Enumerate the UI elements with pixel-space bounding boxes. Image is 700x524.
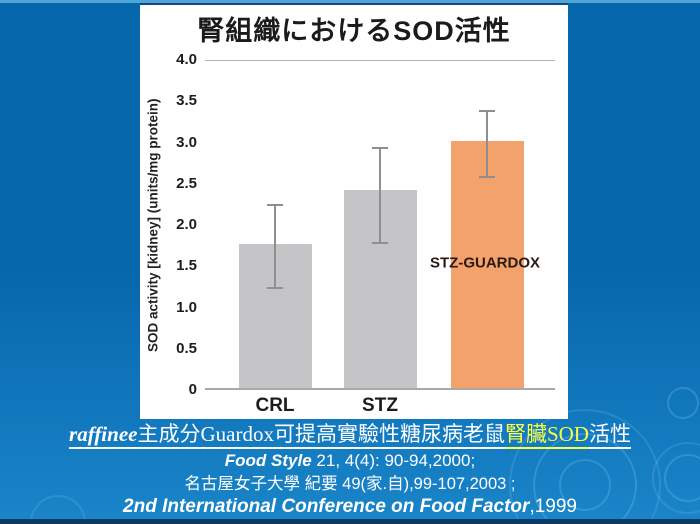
caption-highlight-text: 腎臟SOD <box>504 422 589 449</box>
chart-card: 腎組織におけるSOD活性 SOD activity [kidney] (unit… <box>140 2 568 419</box>
y-tick-label: 4.0 <box>176 51 197 68</box>
error-bar-cap <box>479 109 496 112</box>
y-tick-label: 3.0 <box>176 133 197 151</box>
error-bar-cap <box>479 175 496 178</box>
y-tick-label: 2.0 <box>176 216 197 233</box>
error-bar-line <box>274 205 276 288</box>
x-axis-labels: CRL STZ <box>205 395 555 419</box>
caption-block: raffinee主成分Guardox可提高實驗性糖尿病老鼠腎臟SOD活性 Foo… <box>0 419 700 518</box>
y-tick-label: 1.5 <box>176 257 197 275</box>
error-bar-cap <box>267 204 283 207</box>
caption-title: raffinee主成分Guardox可提高實驗性糖尿病老鼠腎臟SOD活性 <box>0 419 700 449</box>
y-tick-label: 0 <box>188 381 197 398</box>
bar-annotation-label: STZ-GUARDOX <box>430 254 540 272</box>
reference-conference-name: 2nd International Conference on Food Fac… <box>123 496 530 517</box>
error-bar-cap <box>267 286 283 289</box>
y-tick-label: 1.0 <box>176 298 197 316</box>
chart-title: 腎組織におけるSOD活性 <box>197 16 511 46</box>
ripple-decoration <box>667 387 699 419</box>
bottom-accent-strip <box>0 519 700 524</box>
reference-year: ,1999 <box>529 496 577 517</box>
plot-area: STZ-GUARDOX <box>205 60 555 390</box>
reference-line-3: 2nd International Conference on Food Fac… <box>0 496 700 518</box>
reference-line-2: 名古屋女子大學 紀要 49(家.自),99-107,2003 ; <box>184 475 516 493</box>
reference-journal-name: Food Style <box>224 451 312 470</box>
x-axis-label-stz: STZ <box>362 395 398 416</box>
y-tick-label: 2.5 <box>176 174 197 192</box>
reference-citation: 21, 4(4): 90-94,2000; <box>311 451 476 470</box>
reference-line-1: Food Style 21, 4(4): 90-94,2000; <box>0 449 700 473</box>
caption-raffinee: raffinee <box>69 422 138 449</box>
error-bar-line <box>379 147 381 243</box>
y-axis-ticks: 4.0 3.5 3.0 2.5 2.0 1.5 1.0 0.5 0 <box>140 51 197 398</box>
y-tick-label: 0.5 <box>176 339 197 357</box>
y-tick-label: 3.5 <box>176 92 197 110</box>
caption-main-text: 主成分Guardox可提高實驗性糖尿病老鼠 <box>137 422 505 449</box>
ripple-decoration <box>559 459 611 511</box>
bar-stz-guardox <box>450 140 524 388</box>
error-bar-cap <box>372 146 388 149</box>
caption-tail-text: 活性 <box>588 422 631 449</box>
top-accent-strip <box>0 0 700 3</box>
error-bar-cap <box>372 241 388 244</box>
x-axis-label-crl: CRL <box>255 395 295 416</box>
error-bar-line <box>486 110 489 177</box>
